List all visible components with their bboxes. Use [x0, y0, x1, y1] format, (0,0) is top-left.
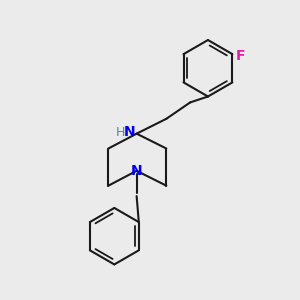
Text: H: H [116, 126, 125, 139]
Text: N: N [131, 164, 142, 178]
Text: N: N [123, 125, 135, 139]
Text: F: F [236, 49, 245, 63]
